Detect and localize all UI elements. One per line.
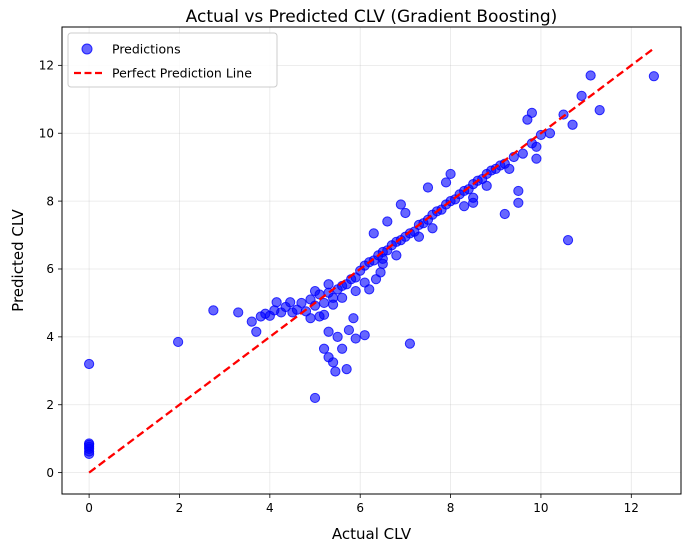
scatter-point [377, 253, 388, 264]
scatter-point [499, 208, 510, 220]
scatter-point [173, 336, 184, 348]
legend: Predictions Perfect Prediction Line [67, 32, 278, 88]
y-tick-label: 8 [46, 194, 54, 208]
scatter-point [404, 338, 416, 349]
scatter-point [271, 297, 282, 308]
scatter-point [327, 299, 339, 310]
scatter-point [208, 305, 219, 316]
scatter-point [517, 148, 528, 159]
scatter-point [567, 119, 578, 130]
scatter-point [251, 326, 262, 337]
scatter-point [309, 285, 321, 297]
scatter-point [544, 128, 556, 139]
grid [62, 27, 681, 494]
plot-frame [61, 26, 682, 495]
x-tick-label: 4 [266, 501, 274, 515]
scatter-point [395, 199, 406, 210]
scatter-point [427, 223, 438, 234]
series-layer [84, 47, 659, 474]
y-tick-label: 2 [46, 398, 54, 412]
y-tick-label: 12 [39, 59, 54, 73]
scatter-point [323, 326, 334, 337]
scatter-point [359, 277, 370, 288]
scatter-point [422, 182, 434, 193]
scatter-point [382, 216, 393, 227]
scatter-point [481, 180, 492, 191]
scatter-point [413, 231, 425, 242]
perfect-prediction-line [88, 47, 655, 474]
x-tick-label: 0 [85, 501, 93, 515]
x-tick-label: 2 [176, 501, 184, 515]
scatter-point [445, 168, 456, 180]
legend-marker-predictions [81, 43, 93, 55]
scatter-point [314, 311, 325, 322]
scatter-point [246, 316, 257, 327]
scatter-point [343, 324, 355, 336]
y-tick-label: 0 [46, 466, 54, 480]
x-tick-label: 10 [533, 501, 548, 515]
scatter-point [594, 105, 605, 116]
scatter-point [330, 366, 341, 377]
scatter-point [368, 228, 379, 239]
scatter-point [391, 250, 402, 261]
scatter-point [233, 307, 244, 318]
x-axis-label: Actual CLV [332, 525, 412, 543]
scatter-point [576, 90, 587, 101]
x-tick-label: 6 [356, 501, 364, 515]
y-tick-label: 10 [39, 126, 54, 140]
scatter-point [375, 267, 386, 278]
scatter-point [305, 313, 316, 324]
chart-title: Actual vs Predicted CLV (Gradient Boosti… [186, 7, 558, 27]
scatter-point [341, 364, 352, 375]
scatter-point [337, 343, 348, 354]
scatter-point [513, 197, 524, 208]
scatter-point [350, 285, 361, 297]
scatter-point [84, 438, 95, 449]
y-tick-label: 4 [46, 330, 54, 344]
x-tick-label: 12 [624, 501, 639, 515]
scatter-point [332, 331, 343, 342]
scatter-point [285, 297, 296, 308]
scatter-point [318, 343, 330, 354]
scatter-point [359, 330, 370, 341]
legend-label-perfect-line: Perfect Prediction Line [112, 66, 252, 81]
scatter-point [526, 107, 537, 118]
ticks: 0 2 4 6 8 10 12 0 2 4 6 8 10 12 [39, 59, 639, 515]
scatter-point [348, 313, 359, 324]
scatter-point [531, 141, 542, 152]
scatter-point [323, 279, 334, 290]
scatter-point [562, 235, 574, 246]
scatter-point [585, 70, 596, 81]
x-tick-label: 8 [447, 501, 455, 515]
scatter-point [440, 177, 452, 188]
scatter-point [309, 392, 321, 404]
legend-label-predictions: Predictions [112, 42, 181, 57]
scatter-point [459, 201, 470, 212]
scatter-point [504, 163, 515, 174]
scatter-point [400, 207, 411, 219]
y-axis-label: Predicted CLV [9, 208, 27, 311]
y-tick-label: 6 [46, 262, 54, 276]
scatter-point [84, 358, 95, 370]
scatter-point [513, 185, 524, 197]
scatter-point [327, 357, 339, 368]
scatter-point [648, 71, 659, 82]
legend-box [67, 32, 278, 88]
scatter-point [337, 292, 348, 303]
scatter-point [296, 297, 307, 309]
scatter-point [350, 333, 361, 344]
scatter-point [468, 197, 479, 208]
scatter-point [531, 153, 542, 164]
